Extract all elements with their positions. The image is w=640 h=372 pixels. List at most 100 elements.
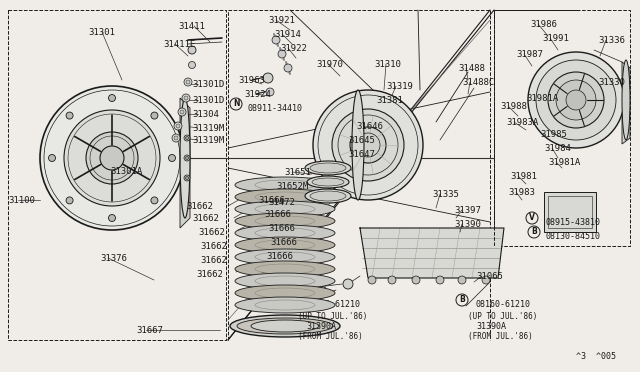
- Text: 31666: 31666: [258, 196, 285, 205]
- Circle shape: [272, 36, 280, 44]
- Circle shape: [184, 96, 188, 100]
- Text: 31330: 31330: [598, 78, 625, 87]
- Circle shape: [230, 98, 242, 110]
- Ellipse shape: [237, 318, 333, 334]
- Bar: [548, 196, 592, 228]
- Text: 08160-61210: 08160-61210: [476, 300, 531, 309]
- Text: 31667: 31667: [136, 326, 163, 335]
- Ellipse shape: [312, 178, 344, 186]
- Circle shape: [456, 294, 468, 306]
- Text: 31319M: 31319M: [192, 124, 224, 133]
- Circle shape: [412, 276, 420, 284]
- Text: 08911-34410: 08911-34410: [248, 104, 303, 113]
- Ellipse shape: [255, 300, 315, 310]
- Circle shape: [109, 94, 115, 102]
- Ellipse shape: [305, 189, 351, 203]
- Ellipse shape: [310, 191, 346, 201]
- Circle shape: [266, 88, 274, 96]
- Circle shape: [526, 212, 538, 224]
- Bar: [544, 192, 596, 232]
- Circle shape: [388, 276, 396, 284]
- Text: 31390G: 31390G: [294, 284, 326, 293]
- Text: 08915-43810: 08915-43810: [546, 218, 601, 227]
- Text: 31310: 31310: [374, 60, 401, 69]
- Ellipse shape: [235, 201, 335, 217]
- Text: 31662: 31662: [200, 256, 227, 265]
- Text: 31662: 31662: [196, 270, 223, 279]
- Ellipse shape: [305, 161, 351, 175]
- Ellipse shape: [235, 237, 335, 253]
- Ellipse shape: [235, 189, 335, 205]
- Circle shape: [286, 294, 298, 306]
- Circle shape: [184, 78, 192, 86]
- Text: V: V: [529, 214, 535, 222]
- Text: 31921: 31921: [268, 16, 295, 25]
- Text: 31970: 31970: [316, 60, 343, 69]
- Circle shape: [40, 86, 184, 230]
- Text: 31662: 31662: [198, 228, 225, 237]
- Ellipse shape: [235, 297, 335, 313]
- Circle shape: [174, 136, 178, 140]
- Circle shape: [536, 60, 616, 140]
- Text: 31666: 31666: [264, 210, 291, 219]
- Text: 31981: 31981: [510, 172, 537, 181]
- Text: 31666: 31666: [268, 224, 295, 233]
- Circle shape: [528, 226, 540, 238]
- Circle shape: [186, 137, 189, 140]
- Circle shape: [64, 110, 160, 206]
- Text: 31984: 31984: [544, 144, 571, 153]
- Text: 31986: 31986: [530, 20, 557, 29]
- Ellipse shape: [255, 276, 315, 286]
- Circle shape: [278, 50, 286, 58]
- Circle shape: [284, 64, 292, 72]
- Polygon shape: [622, 62, 630, 144]
- Text: 31914: 31914: [274, 30, 301, 39]
- Ellipse shape: [251, 320, 319, 332]
- Circle shape: [548, 72, 604, 128]
- Circle shape: [66, 112, 73, 119]
- Text: 08160-61210: 08160-61210: [306, 300, 361, 309]
- Circle shape: [184, 135, 190, 141]
- Ellipse shape: [235, 225, 335, 241]
- Text: 31065: 31065: [476, 272, 503, 281]
- Text: 31488C: 31488C: [462, 78, 494, 87]
- Text: 31645: 31645: [348, 136, 375, 145]
- Text: 31647: 31647: [348, 150, 375, 159]
- Ellipse shape: [235, 261, 335, 277]
- Ellipse shape: [255, 240, 315, 250]
- Text: 31376: 31376: [100, 254, 127, 263]
- Circle shape: [189, 61, 195, 68]
- Ellipse shape: [255, 180, 315, 190]
- Text: 31662: 31662: [200, 242, 227, 251]
- Text: 31988: 31988: [500, 102, 527, 111]
- Text: 31662: 31662: [186, 202, 213, 211]
- Text: 31922: 31922: [280, 44, 307, 53]
- Circle shape: [436, 276, 444, 284]
- Text: 31666: 31666: [270, 238, 297, 247]
- Ellipse shape: [255, 228, 315, 238]
- Ellipse shape: [255, 216, 315, 226]
- Text: (FROM JUL.'86): (FROM JUL.'86): [298, 332, 363, 341]
- Ellipse shape: [235, 285, 335, 301]
- Ellipse shape: [307, 176, 349, 188]
- Circle shape: [180, 110, 184, 114]
- Circle shape: [86, 132, 138, 184]
- Text: N: N: [233, 99, 239, 109]
- Text: 31983A: 31983A: [506, 118, 538, 127]
- Text: 31411: 31411: [178, 22, 205, 31]
- Circle shape: [49, 154, 56, 161]
- Text: 31100: 31100: [8, 196, 35, 205]
- Circle shape: [458, 276, 466, 284]
- Text: 31963: 31963: [238, 76, 265, 85]
- Text: 31411E: 31411E: [163, 40, 195, 49]
- Text: (UP TO JUL.'86): (UP TO JUL.'86): [468, 312, 538, 321]
- Circle shape: [100, 146, 124, 170]
- Text: 31301: 31301: [88, 28, 115, 37]
- Ellipse shape: [255, 288, 315, 298]
- Circle shape: [368, 276, 376, 284]
- Ellipse shape: [230, 315, 340, 337]
- Circle shape: [151, 112, 158, 119]
- Circle shape: [186, 176, 189, 180]
- Text: 31991: 31991: [542, 34, 569, 43]
- Ellipse shape: [622, 60, 630, 140]
